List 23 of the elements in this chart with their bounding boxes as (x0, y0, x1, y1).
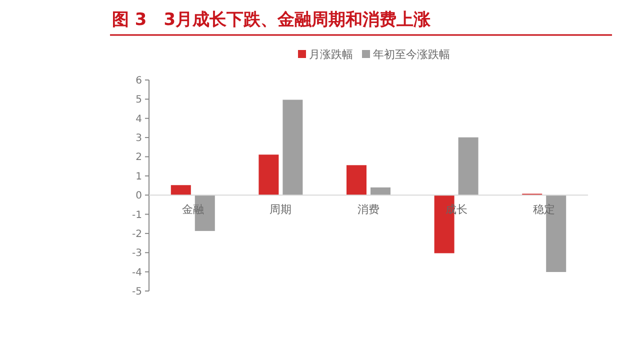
y-tick-label: -5 (132, 286, 142, 298)
y-tick-label: -3 (132, 248, 142, 260)
y-tick-label: -2 (132, 228, 142, 240)
bar (370, 187, 390, 196)
chart-title: 图 3 3月成长下跌、金融周期和消费上涨 (112, 10, 432, 30)
bar (170, 185, 191, 196)
bar (346, 165, 366, 196)
y-tick-label: 2 (136, 152, 142, 164)
y-tick-label: 6 (136, 76, 142, 86)
bar (258, 154, 279, 196)
y-tick-label: 4 (136, 114, 142, 125)
legend-label: 年初至今涨跌幅 (373, 48, 450, 61)
y-tick-label: -4 (132, 267, 142, 278)
y-tick-label: 1 (136, 171, 142, 182)
x-tick-label: 消费 (358, 203, 380, 216)
y-tick-label: 0 (136, 190, 142, 202)
bar (458, 137, 478, 196)
y-tick-label: 5 (136, 94, 142, 106)
y-tick-label: -1 (132, 210, 142, 221)
legend-label: 月涨跌幅 (309, 48, 353, 61)
y-tick-label: 3 (136, 133, 142, 144)
x-tick-label: 周期 (270, 203, 292, 216)
bar (282, 100, 303, 196)
